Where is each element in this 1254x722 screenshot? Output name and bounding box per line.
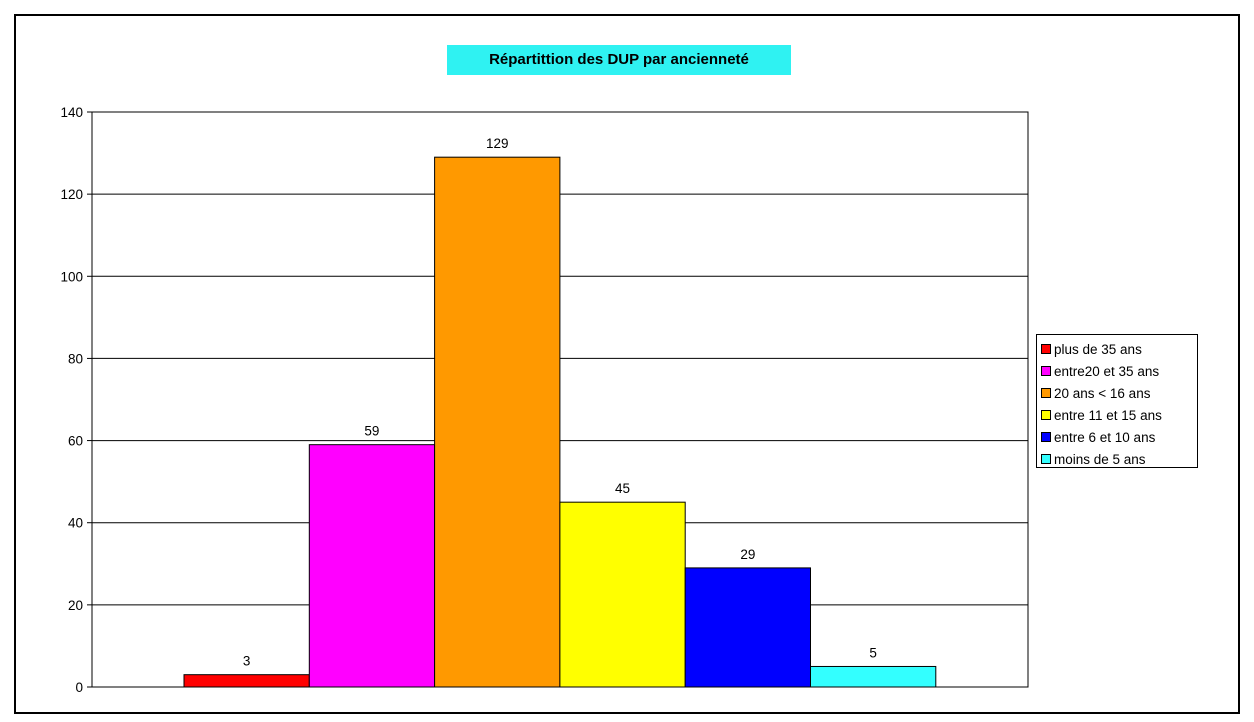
- bar: [559, 501, 686, 688]
- data-labels: 3 59 129 45 29 5: [243, 136, 877, 669]
- data-label: 129: [486, 136, 509, 151]
- data-label: 45: [615, 481, 630, 496]
- legend-swatch: [1041, 454, 1051, 464]
- legend-item: 20 ans < 16 ans: [1041, 382, 1197, 404]
- data-label: 3: [243, 654, 251, 669]
- legend: plus de 35 ans entre20 et 35 ans 20 ans < …: [1036, 334, 1198, 468]
- legend-swatch: [1041, 388, 1051, 398]
- y-tick-label: 80: [68, 351, 83, 366]
- legend-item: plus de 35 ans: [1041, 338, 1197, 360]
- y-tick-label: 0: [75, 680, 83, 695]
- legend-label: entre 11 et 15 ans: [1054, 407, 1162, 423]
- y-tick-label: 40: [68, 516, 83, 531]
- legend-swatch: [1041, 432, 1051, 442]
- data-label: 5: [869, 645, 877, 660]
- data-label: 29: [740, 547, 755, 562]
- y-tick-label: 20: [68, 598, 83, 613]
- y-tick-label: 60: [68, 434, 83, 449]
- data-label: 59: [364, 424, 379, 439]
- bar: [308, 444, 436, 688]
- legend-label: plus de 35 ans: [1054, 341, 1142, 357]
- bar: [684, 567, 812, 688]
- legend-item: entre 11 et 15 ans: [1041, 404, 1197, 426]
- legend-item: entre 6 et 10 ans: [1041, 426, 1197, 448]
- legend-swatch: [1041, 344, 1051, 354]
- bar: [810, 665, 937, 688]
- chart-title: Répartittion des DUP par ancienneté: [447, 45, 791, 75]
- y-tick-label: 140: [60, 105, 83, 120]
- legend-swatch: [1041, 366, 1051, 376]
- bar: [183, 674, 310, 688]
- bar: [434, 156, 561, 688]
- legend-item: moins de 5 ans: [1041, 448, 1197, 470]
- legend-label: 20 ans < 16 ans: [1054, 385, 1151, 401]
- legend-swatch: [1041, 410, 1051, 420]
- y-tick-label: 120: [60, 187, 83, 202]
- y-tick-label: 100: [60, 269, 83, 284]
- legend-label: entre 6 et 10 ans: [1054, 429, 1156, 445]
- legend-label: moins de 5 ans: [1054, 451, 1146, 467]
- bars: [183, 156, 937, 688]
- legend-label: entre20 et 35 ans: [1054, 363, 1160, 379]
- legend-item: entre20 et 35 ans: [1041, 360, 1197, 382]
